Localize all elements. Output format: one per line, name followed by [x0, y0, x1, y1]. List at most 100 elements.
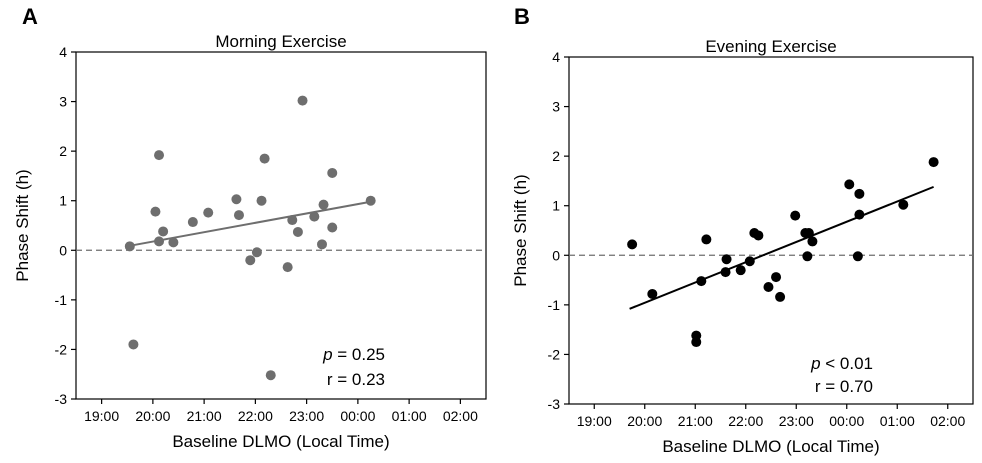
x-axis-label: Baseline DLMO (Local Time): [662, 437, 879, 456]
data-point: [154, 236, 165, 247]
data-point: [233, 210, 244, 221]
data-point: [771, 272, 782, 283]
x-tick-label: 20:00: [627, 413, 662, 429]
y-tick-label: 1: [552, 198, 560, 214]
y-tick-label: -1: [548, 297, 561, 313]
p-value-text: < 0.01: [821, 354, 873, 373]
data-point: [647, 288, 658, 299]
p-symbol: p: [322, 345, 332, 364]
data-point: [282, 262, 293, 273]
y-tick-label: 3: [59, 94, 67, 110]
data-point: [168, 237, 179, 248]
y-tick-label: -2: [548, 346, 561, 362]
p-symbol: p: [810, 354, 820, 373]
data-point: [251, 247, 262, 258]
data-point: [691, 337, 702, 348]
panel-a: A Morning Exercise -3 -2 -1 0 1 2 3 4 19:00 20:00 21…: [13, 4, 487, 451]
r-value: r = 0.23: [327, 370, 385, 389]
data-point: [292, 226, 303, 237]
data-point: [259, 153, 270, 164]
data-point: [187, 217, 198, 228]
y-tick-label: 2: [552, 148, 560, 164]
data-point: [844, 179, 855, 190]
x-tick-label: 01:00: [392, 408, 427, 424]
data-point: [287, 215, 298, 226]
x-tick-label: 20:00: [135, 408, 170, 424]
data-point: [701, 234, 712, 245]
y-tick-label: -3: [55, 391, 68, 407]
y-tick-label: -3: [548, 396, 561, 412]
y-tick-label: -1: [55, 292, 68, 308]
plot-frame: [568, 56, 974, 405]
p-value: p < 0.01: [810, 354, 873, 373]
y-tick-label: 0: [552, 247, 560, 263]
data-point: [245, 255, 256, 266]
y-tick-label: 4: [552, 49, 560, 65]
x-tick-label: 19:00: [84, 408, 119, 424]
y-tick-label: 0: [59, 242, 67, 258]
data-point: [763, 282, 774, 293]
x-tick-label: 23:00: [779, 413, 814, 429]
plot-frame: [75, 51, 487, 400]
data-point: [720, 267, 731, 278]
data-point: [854, 188, 865, 199]
x-tick-label: 02:00: [930, 413, 965, 429]
panel-b: B Evening Exercise -3 -2 -1 0 1 2 3 4 19:00 20:00 21…: [511, 4, 974, 456]
data-point: [928, 157, 939, 168]
y-tick-label: 3: [552, 99, 560, 115]
x-tick-label: 22:00: [238, 408, 273, 424]
data-point: [265, 370, 276, 381]
y-tick-label: 2: [59, 143, 67, 159]
data-point: [627, 239, 638, 250]
chart-title: Morning Exercise: [215, 32, 346, 51]
data-point: [807, 236, 818, 247]
data-point: [802, 251, 813, 262]
y-axis-label: Phase Shift (h): [13, 169, 32, 281]
x-tick-label: 21:00: [678, 413, 713, 429]
data-point: [317, 239, 327, 250]
x-axis-label: Baseline DLMO (Local Time): [172, 432, 389, 451]
data-point: [753, 230, 764, 241]
panel-letter: B: [514, 4, 530, 29]
data-point: [154, 150, 165, 161]
x-tick-label: 22:00: [728, 413, 763, 429]
x-tick-label: 00:00: [829, 413, 864, 429]
x-tick-label: 01:00: [880, 413, 915, 429]
panel-letter: A: [22, 4, 38, 29]
x-tick-label: 21:00: [187, 408, 222, 424]
r-value: r = 0.70: [815, 377, 873, 396]
data-point: [790, 210, 801, 221]
data-point: [803, 227, 814, 238]
p-value-text: = 0.25: [333, 345, 385, 364]
data-point: [203, 207, 214, 218]
data-point: [775, 291, 786, 302]
p-value: p = 0.25: [322, 345, 385, 364]
data-point: [256, 195, 267, 206]
regression-line: [629, 185, 934, 310]
data-point: [365, 195, 376, 206]
data-point: [735, 265, 746, 276]
y-axis-label: Phase Shift (h): [511, 174, 530, 286]
data-point: [297, 95, 308, 106]
data-point: [327, 167, 338, 178]
x-tick-label: 23:00: [289, 408, 324, 424]
y-tick-label: 4: [59, 44, 67, 60]
data-point: [327, 222, 338, 233]
data-point: [852, 251, 863, 262]
data-point: [696, 276, 707, 287]
x-tick-label: 00:00: [340, 408, 375, 424]
data-point: [128, 339, 139, 350]
data-point: [158, 226, 169, 237]
data-point: [309, 211, 320, 222]
chart-title: Evening Exercise: [705, 37, 836, 56]
data-point: [231, 194, 242, 205]
data-point: [318, 199, 329, 210]
x-tick-label: 02:00: [443, 408, 478, 424]
y-tick-label: -2: [55, 341, 68, 357]
data-point: [854, 209, 865, 220]
data-point: [744, 256, 755, 267]
data-point: [150, 206, 161, 217]
x-tick-label: 19:00: [577, 413, 612, 429]
data-point: [898, 199, 909, 210]
